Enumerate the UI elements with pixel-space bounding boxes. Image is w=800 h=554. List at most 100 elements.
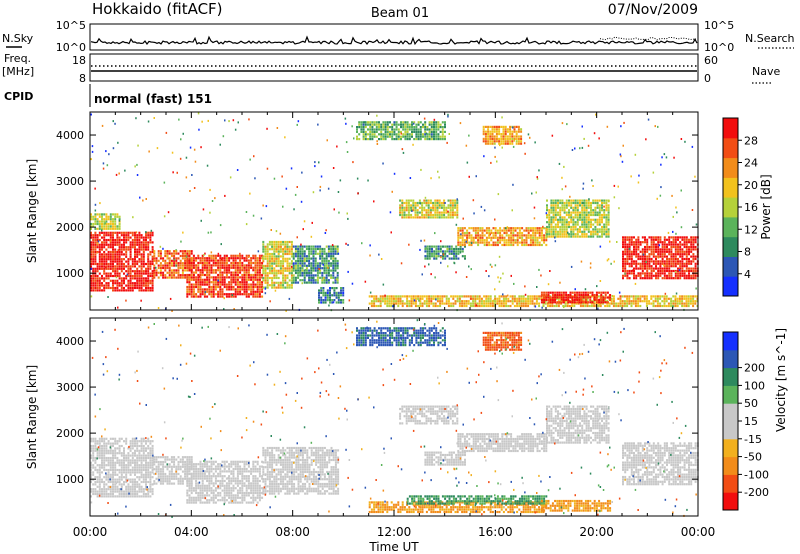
power-echo-cell [502, 142, 505, 145]
power-echo-cell [118, 282, 121, 285]
power-echo-cell [145, 234, 147, 237]
power-echo-cell [426, 138, 429, 141]
power-echo-cell [316, 247, 319, 251]
power-echo-cell [598, 230, 601, 233]
power-echo-cell [140, 272, 143, 275]
power-echo-cell [336, 262, 339, 265]
power-echo-cell [516, 231, 519, 235]
power-echo-cell [403, 216, 406, 219]
power-echo-cell [424, 121, 427, 124]
power-echo-cell [236, 276, 239, 279]
power-echo-cell [559, 213, 562, 217]
power-echo-cell [510, 243, 513, 247]
power-echo-cell [428, 295, 431, 298]
power-echo-cell [513, 130, 516, 133]
power-echo-cell [626, 255, 629, 258]
power-echo-cell [333, 287, 336, 290]
power-echo-cell [418, 216, 421, 219]
power-echo-cell [494, 229, 497, 232]
power-echo-cell [297, 250, 300, 253]
power-echo-cell [303, 269, 306, 272]
power-echo-cell [622, 238, 624, 241]
power-speckle [559, 281, 561, 284]
power-echo-cell [101, 260, 103, 263]
power-echo-cell [286, 245, 289, 248]
power-echo-cell [140, 234, 143, 237]
power-echo-cell [310, 279, 313, 282]
power-echo-cell [403, 209, 406, 212]
freq-tick-bottom: 8 [79, 72, 86, 85]
power-echo-cell [186, 276, 189, 279]
power-echo-cell [310, 250, 313, 253]
power-echo-cell [186, 264, 189, 267]
power-echo-cell [600, 296, 603, 299]
power-echo-cell [192, 295, 195, 298]
power-echo-cell [109, 265, 112, 268]
power-echo-cell [273, 252, 276, 256]
power-echo-cell [271, 279, 274, 282]
power-echo-cell [549, 302, 552, 305]
power-echo-cell [101, 213, 103, 216]
power-echo-cell [221, 276, 224, 279]
power-echo-cell [236, 271, 239, 274]
power-echo-cell [580, 296, 583, 299]
power-echo-cell [565, 221, 568, 224]
power-echo-cell [397, 123, 400, 126]
power-echo-cell [518, 241, 521, 244]
power-echo-cell [284, 250, 287, 253]
power-echo-cell [140, 262, 143, 266]
power-echo-cell [657, 241, 660, 244]
power-echo-cell [177, 257, 180, 260]
power-echo-cell [391, 130, 394, 133]
power-speckle [437, 170, 439, 173]
power-echo-cell [131, 243, 134, 246]
power-echo-cell [583, 218, 586, 221]
power-echo-cell [264, 274, 267, 277]
power-echo-cell [314, 264, 317, 267]
power-echo-cell [648, 245, 651, 249]
power-echo-cell [96, 234, 99, 237]
power-echo-cell [367, 133, 369, 136]
power-echo-cell [489, 137, 492, 140]
power-echo-cell [140, 255, 143, 258]
power-echo-cell [520, 137, 523, 140]
power-echo-cell [138, 241, 141, 244]
power-echo-cell [637, 241, 640, 244]
power-echo-cell [587, 216, 590, 219]
power-echo-cell [256, 295, 259, 298]
power-echo-cell [491, 140, 494, 143]
power-speckle [620, 125, 622, 128]
power-echo-cell [540, 229, 543, 232]
power-echo-cell [608, 304, 611, 308]
power-echo-cell [421, 201, 424, 205]
power-echo-cell [630, 302, 633, 305]
power-echo-cell [145, 262, 147, 266]
power-echo-cell [168, 276, 171, 279]
power-echo-cell [646, 241, 649, 244]
power-echo-cell [626, 245, 629, 249]
cpid-panel: CPID normal (fast) 151 [4, 84, 212, 107]
power-echo-cell [151, 250, 154, 254]
power-echo-cell [683, 253, 686, 256]
power-echo-cell [670, 241, 673, 244]
power-echo-cell [334, 276, 337, 279]
power-echo-cell [105, 234, 108, 237]
power-echo-cell [413, 121, 416, 124]
power-speckle [167, 211, 170, 214]
power-echo-cell [116, 215, 119, 218]
power-echo-cell [545, 239, 548, 242]
power-echo-cell [318, 294, 320, 297]
power-echo-cell [388, 295, 391, 298]
power-echo-cell [118, 243, 121, 246]
power-speckle [389, 211, 392, 214]
power-echo-cell [282, 255, 285, 258]
power-echo-cell [663, 238, 666, 241]
power-echo-cell [155, 269, 158, 272]
power-echo-cell [275, 250, 278, 253]
power-echo-cell [552, 211, 555, 214]
power-echo-cell [663, 241, 666, 244]
power-echo-cell [443, 204, 446, 207]
power-echo-cell [624, 260, 627, 263]
power-echo-cell [430, 295, 433, 298]
